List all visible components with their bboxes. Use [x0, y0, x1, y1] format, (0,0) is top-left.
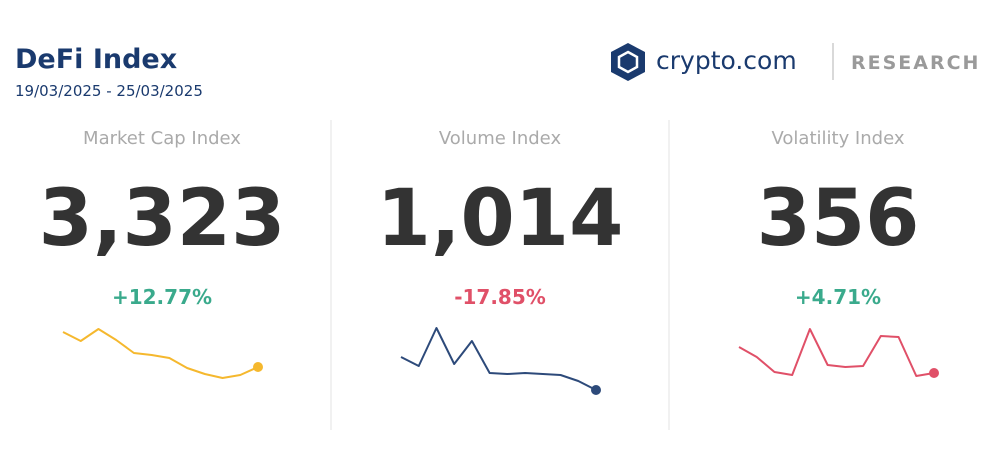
- sparkline: [400, 327, 597, 391]
- card-value: 1,014: [377, 174, 624, 264]
- card-label: Volume Index: [439, 128, 562, 149]
- brand-section: RESEARCH: [851, 52, 980, 74]
- brand-logo: crypto.com RESEARCH: [611, 43, 980, 81]
- sparkline-end: [929, 368, 939, 378]
- title: DeFi Index: [15, 44, 177, 75]
- card-change: +4.71%: [795, 285, 881, 309]
- card-value: 3,323: [39, 174, 286, 264]
- logo-inner: [617, 50, 639, 74]
- card-change: -17.85%: [454, 285, 546, 309]
- card-value: 356: [757, 174, 920, 264]
- brand-name: crypto.com: [656, 46, 797, 75]
- card-label: Market Cap Index: [83, 128, 241, 149]
- card-change: +12.77%: [112, 285, 212, 309]
- sparkline: [738, 328, 935, 377]
- sparkline: [62, 328, 259, 379]
- sparkline-end: [253, 362, 263, 372]
- date-range: 19/03/2025 - 25/03/2025: [15, 82, 203, 100]
- sparkline-end: [591, 385, 601, 395]
- logo-hexagon: [611, 43, 645, 81]
- card-label: Volatility Index: [771, 128, 904, 149]
